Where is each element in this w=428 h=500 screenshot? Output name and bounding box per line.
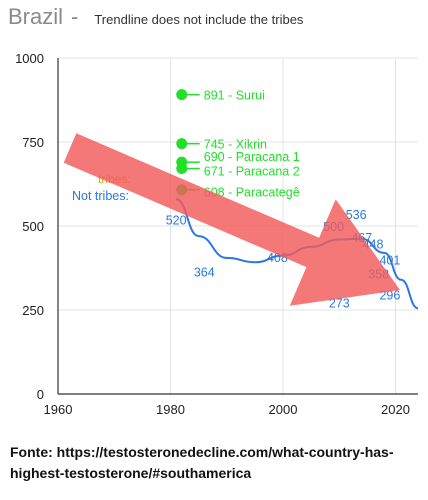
y-tick-label: 250 (22, 303, 44, 318)
title-row: Brazil - Trendline does not include the … (8, 4, 303, 34)
x-tick-label: 1980 (156, 402, 185, 417)
x-tick-label: 2020 (381, 402, 410, 417)
y-tick-label: 0 (37, 387, 44, 402)
legend-not-tribes: Not tribes: (72, 189, 129, 203)
tribe-point-label: 891 - Surui (204, 89, 265, 103)
chart-subtitle: Trendline does not include the tribes (94, 12, 304, 27)
chart-title: Brazil (8, 4, 64, 29)
data-point-label: 401 (379, 253, 400, 267)
data-point-label: 536 (346, 208, 367, 222)
tribe-point (176, 89, 188, 101)
y-tick-label: 1000 (15, 51, 44, 66)
tribe-point-label: 690 - Paracana 1 (204, 150, 300, 164)
trend-arrow (63, 133, 400, 306)
y-tick-label: 500 (22, 219, 44, 234)
tribe-point (176, 138, 188, 150)
y-tick-label: 750 (22, 135, 44, 150)
tribe-point (176, 163, 188, 175)
source-text: Fonte: https://testosteronedecline.com/w… (10, 444, 394, 481)
title-dash: - (71, 4, 79, 29)
data-point-label: 364 (194, 266, 215, 280)
axes: 0 250 500 750 1000 1960 1980 2000 2020 (15, 51, 418, 417)
data-point-label: 273 (329, 296, 350, 310)
data-point-label: 520 (166, 213, 187, 227)
arrow-layer (63, 133, 400, 306)
chart: 0 250 500 750 1000 1960 1980 2000 2020 891 - Sur… (15, 51, 419, 417)
tribe-point-label: 745 - Xikrin (204, 138, 267, 152)
x-tick-label: 2000 (269, 402, 298, 417)
tribe-point-label: 671 - Paracana 2 (204, 165, 300, 179)
tribe-point-label: 608 - Paracategê (204, 186, 300, 200)
x-tick-label: 1960 (44, 402, 73, 417)
